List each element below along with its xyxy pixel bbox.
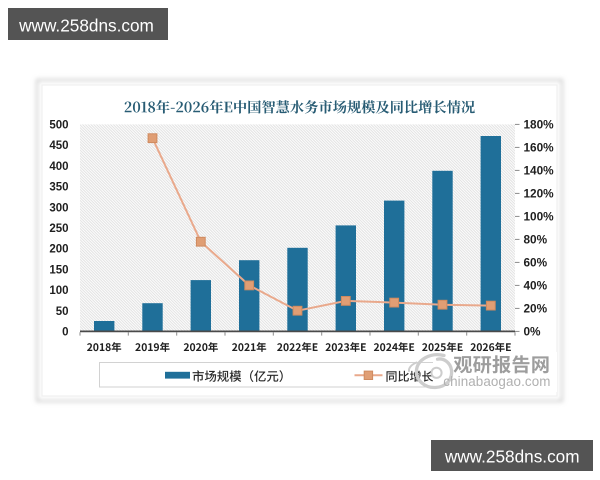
svg-text:450: 450 <box>49 140 68 152</box>
svg-text:150: 150 <box>49 264 68 276</box>
svg-text:100%: 100% <box>524 210 555 224</box>
svg-text:160%: 160% <box>524 141 555 155</box>
svg-text:100: 100 <box>49 285 68 297</box>
svg-text:300: 300 <box>49 202 68 214</box>
svg-text:0: 0 <box>62 327 68 339</box>
svg-text:500: 500 <box>49 120 68 132</box>
svg-text:20%: 20% <box>524 302 548 316</box>
svg-text:200: 200 <box>49 244 68 256</box>
svg-text:180%: 180% <box>524 118 555 132</box>
svg-text:0%: 0% <box>524 325 542 339</box>
svg-text:350: 350 <box>49 182 68 194</box>
svg-text:chinabaogao.com: chinabaogao.com <box>443 374 550 389</box>
svg-text:250: 250 <box>49 223 68 235</box>
svg-text:140%: 140% <box>524 164 555 178</box>
svg-text:50: 50 <box>56 306 69 318</box>
svg-text:www.258dns.com: www.258dns.com <box>444 446 580 466</box>
svg-text:60%: 60% <box>524 256 548 270</box>
svg-text:400: 400 <box>49 161 68 173</box>
svg-text:www.258dns.com: www.258dns.com <box>18 16 154 36</box>
svg-text:80%: 80% <box>524 233 548 247</box>
svg-text:120%: 120% <box>524 187 555 201</box>
svg-text:40%: 40% <box>524 279 548 293</box>
